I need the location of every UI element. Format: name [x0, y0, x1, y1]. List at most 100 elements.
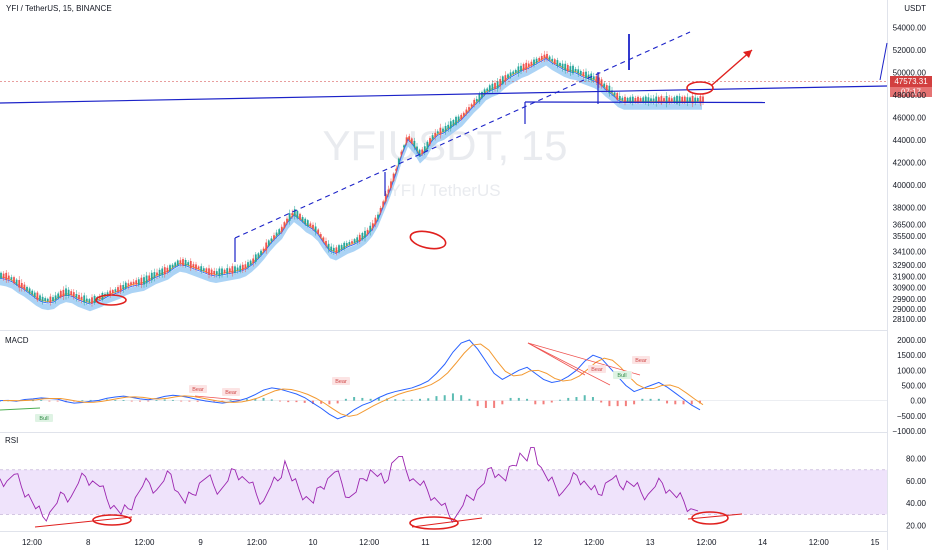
rsi-title[interactable]: RSI: [5, 436, 18, 445]
annotation-circle[interactable]: [95, 294, 127, 306]
rsi-tick-label: 20.00: [906, 521, 927, 530]
candle-body: [0, 272, 2, 279]
candle-body: [514, 69, 517, 73]
candle-body: [78, 294, 80, 300]
candle-body: [252, 258, 255, 263]
macd-tick-label: 500.00: [902, 382, 927, 391]
annotation-circle[interactable]: [92, 514, 132, 526]
candle-body: [57, 293, 60, 299]
trend-line-support[interactable]: [0, 85, 888, 104]
macd-histogram-bar: [690, 400, 693, 405]
macd-histogram-bar: [509, 397, 512, 401]
horizontal-line[interactable]: [524, 101, 766, 104]
dashed-trend-line[interactable]: [234, 31, 691, 239]
macd-histogram-bar: [476, 400, 479, 407]
symbol-title[interactable]: YFI / TetherUS, 15, BINANCE: [6, 4, 112, 13]
rsi-trend-line[interactable]: [687, 513, 743, 520]
projection-arrow[interactable]: [711, 49, 753, 86]
price-tag[interactable]: [890, 76, 932, 87]
candle-body: [273, 235, 275, 239]
time-axis[interactable]: 12:00 8 12:00 9 12:00 10 12:00 11 12:00 12 12:00 13…: [22, 538, 880, 547]
macd-histogram-bar: [353, 397, 356, 401]
macd-title[interactable]: MACD: [5, 336, 29, 345]
macd-divergence-line: [527, 342, 611, 386]
macd-histogram-bar: [320, 400, 323, 404]
candle-body: [143, 277, 145, 285]
candle-body: [527, 63, 530, 67]
candle-body: [124, 282, 127, 289]
price-tick-label: 50000.00: [893, 68, 927, 77]
macd-tick-label: 1500.00: [897, 351, 926, 360]
macd-histogram-bar: [81, 400, 84, 402]
macd-histogram-bar: [699, 400, 701, 404]
candle-body: [572, 65, 574, 74]
rsi-trend-line[interactable]: [34, 516, 133, 528]
candle-body: [299, 213, 301, 220]
macd-histogram-bar: [377, 397, 380, 401]
candle-body: [569, 66, 572, 72]
candle-body: [7, 275, 10, 280]
macd-histogram-bar: [559, 399, 561, 401]
macd-histogram-bar: [114, 399, 117, 401]
candle-body: [507, 74, 509, 78]
candle-body: [642, 97, 645, 103]
candle-body: [312, 224, 314, 229]
candle-body: [231, 266, 234, 274]
price-axis[interactable]: 54000.00 52000.00 50000.00 48000.00 46000.00…: [893, 23, 927, 324]
candle-body: [702, 96, 704, 103]
candle-body: [444, 125, 447, 132]
candle-body: [358, 234, 361, 242]
rsi-axis[interactable]: 80.00 60.00 40.00 20.00: [906, 455, 927, 531]
currency-label[interactable]: USDT: [904, 4, 926, 13]
candle-body: [5, 272, 8, 281]
candle-body: [283, 222, 286, 228]
candle-body: [447, 124, 450, 129]
candle-body: [631, 96, 634, 103]
candle-body: [192, 264, 195, 268]
candle-body: [470, 104, 473, 107]
bear-label-box: [189, 385, 207, 393]
time-tick-label: 12:00: [584, 538, 605, 547]
candle-body: [91, 297, 93, 304]
macd-histogram-bar: [633, 400, 636, 405]
annotation-circle[interactable]: [691, 511, 729, 525]
candle-body: [70, 291, 73, 296]
candle-body: [517, 66, 520, 74]
candle-body: [655, 96, 658, 103]
rsi-line: [0, 447, 699, 524]
annotation-circle[interactable]: [409, 516, 459, 530]
candle-body: [39, 295, 41, 301]
candle-body: [629, 97, 632, 103]
candle-body: [533, 59, 535, 65]
candle-body: [215, 271, 218, 275]
trend-drawings[interactable]: [0, 31, 888, 306]
candle-body: [592, 76, 595, 80]
candle-body: [213, 270, 216, 275]
rsi-tick-label: 40.00: [906, 499, 927, 508]
rsi-trend-line[interactable]: [411, 517, 483, 528]
annotation-circle[interactable]: [409, 228, 448, 251]
macd-histogram-bar: [583, 395, 586, 401]
candle-body: [145, 275, 148, 284]
candle-body: [10, 277, 13, 280]
macd-histogram-bar: [254, 398, 257, 401]
macd-histogram-bar: [139, 400, 141, 402]
macd-divergence-line: [527, 342, 641, 376]
candle-body: [171, 264, 174, 268]
price-tick-label: 36500.00: [893, 221, 927, 230]
edge-line[interactable]: [879, 42, 888, 81]
candle-body: [26, 286, 28, 291]
macd-histogram-bar: [608, 400, 611, 407]
candle-body: [566, 64, 569, 72]
annotation-circle[interactable]: [686, 81, 714, 95]
macd-histogram-bar: [435, 396, 438, 401]
candle-body: [616, 93, 619, 100]
candle-body: [174, 262, 177, 267]
rsi-drawings[interactable]: [34, 511, 743, 530]
candle-body: [369, 225, 372, 232]
arrow-head-icon: [743, 50, 752, 58]
macd-axis[interactable]: 2000.00 1500.00 1000.00 500.00 0.00 −500.00 −1…: [892, 336, 926, 436]
candle-body: [182, 259, 184, 266]
macd-histogram-bar: [460, 395, 463, 401]
